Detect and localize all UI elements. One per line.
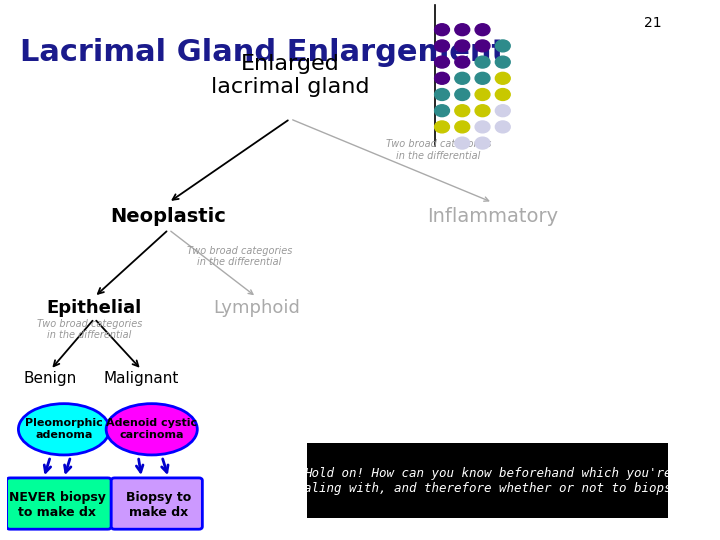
Circle shape xyxy=(495,72,510,84)
Text: Hold on! How can you know beforehand which you're
dealing with, and therefore wh: Hold on! How can you know beforehand whi… xyxy=(289,467,686,495)
Circle shape xyxy=(495,105,510,117)
Circle shape xyxy=(435,24,449,36)
Circle shape xyxy=(475,137,490,149)
Circle shape xyxy=(455,24,469,36)
Text: Two broad categories
in the differential: Two broad categories in the differential xyxy=(186,246,292,267)
Text: Pleomorphic
adenoma: Pleomorphic adenoma xyxy=(25,418,103,440)
Circle shape xyxy=(475,105,490,117)
Text: Lacrimal Gland Enlargement: Lacrimal Gland Enlargement xyxy=(20,38,506,67)
Text: 21: 21 xyxy=(644,16,662,30)
Circle shape xyxy=(435,72,449,84)
Circle shape xyxy=(495,40,510,52)
Circle shape xyxy=(455,56,469,68)
Circle shape xyxy=(495,89,510,100)
Text: Lymphoid: Lymphoid xyxy=(213,299,300,317)
Circle shape xyxy=(475,56,490,68)
Text: Inflammatory: Inflammatory xyxy=(427,206,558,226)
Text: Neoplastic: Neoplastic xyxy=(111,206,227,226)
Circle shape xyxy=(455,89,469,100)
Text: NEVER biopsy
to make dx: NEVER biopsy to make dx xyxy=(9,491,106,519)
Ellipse shape xyxy=(106,404,197,455)
Circle shape xyxy=(435,89,449,100)
FancyBboxPatch shape xyxy=(6,478,111,529)
Circle shape xyxy=(475,72,490,84)
Text: Two broad categories
in the differential: Two broad categories in the differential xyxy=(37,319,142,340)
Text: Malignant: Malignant xyxy=(104,370,179,386)
Text: Adenoid cystic
carcinoma: Adenoid cystic carcinoma xyxy=(106,418,197,440)
Circle shape xyxy=(455,137,469,149)
Circle shape xyxy=(455,40,469,52)
Text: Enlarged
lacrimal gland: Enlarged lacrimal gland xyxy=(211,54,369,97)
FancyBboxPatch shape xyxy=(307,443,668,518)
Circle shape xyxy=(475,121,490,133)
Text: Epithelial: Epithelial xyxy=(47,299,142,317)
Circle shape xyxy=(455,72,469,84)
Circle shape xyxy=(435,105,449,117)
Circle shape xyxy=(435,121,449,133)
Circle shape xyxy=(475,24,490,36)
Circle shape xyxy=(495,121,510,133)
Circle shape xyxy=(475,40,490,52)
Circle shape xyxy=(475,89,490,100)
Circle shape xyxy=(455,121,469,133)
Circle shape xyxy=(455,105,469,117)
Text: Biopsy to
make dx: Biopsy to make dx xyxy=(126,491,191,519)
Ellipse shape xyxy=(19,404,109,455)
Text: Benign: Benign xyxy=(24,370,77,386)
Circle shape xyxy=(495,56,510,68)
Circle shape xyxy=(435,56,449,68)
Circle shape xyxy=(435,40,449,52)
FancyBboxPatch shape xyxy=(111,478,202,529)
Text: Two broad categories
in the differential: Two broad categories in the differential xyxy=(386,139,491,161)
